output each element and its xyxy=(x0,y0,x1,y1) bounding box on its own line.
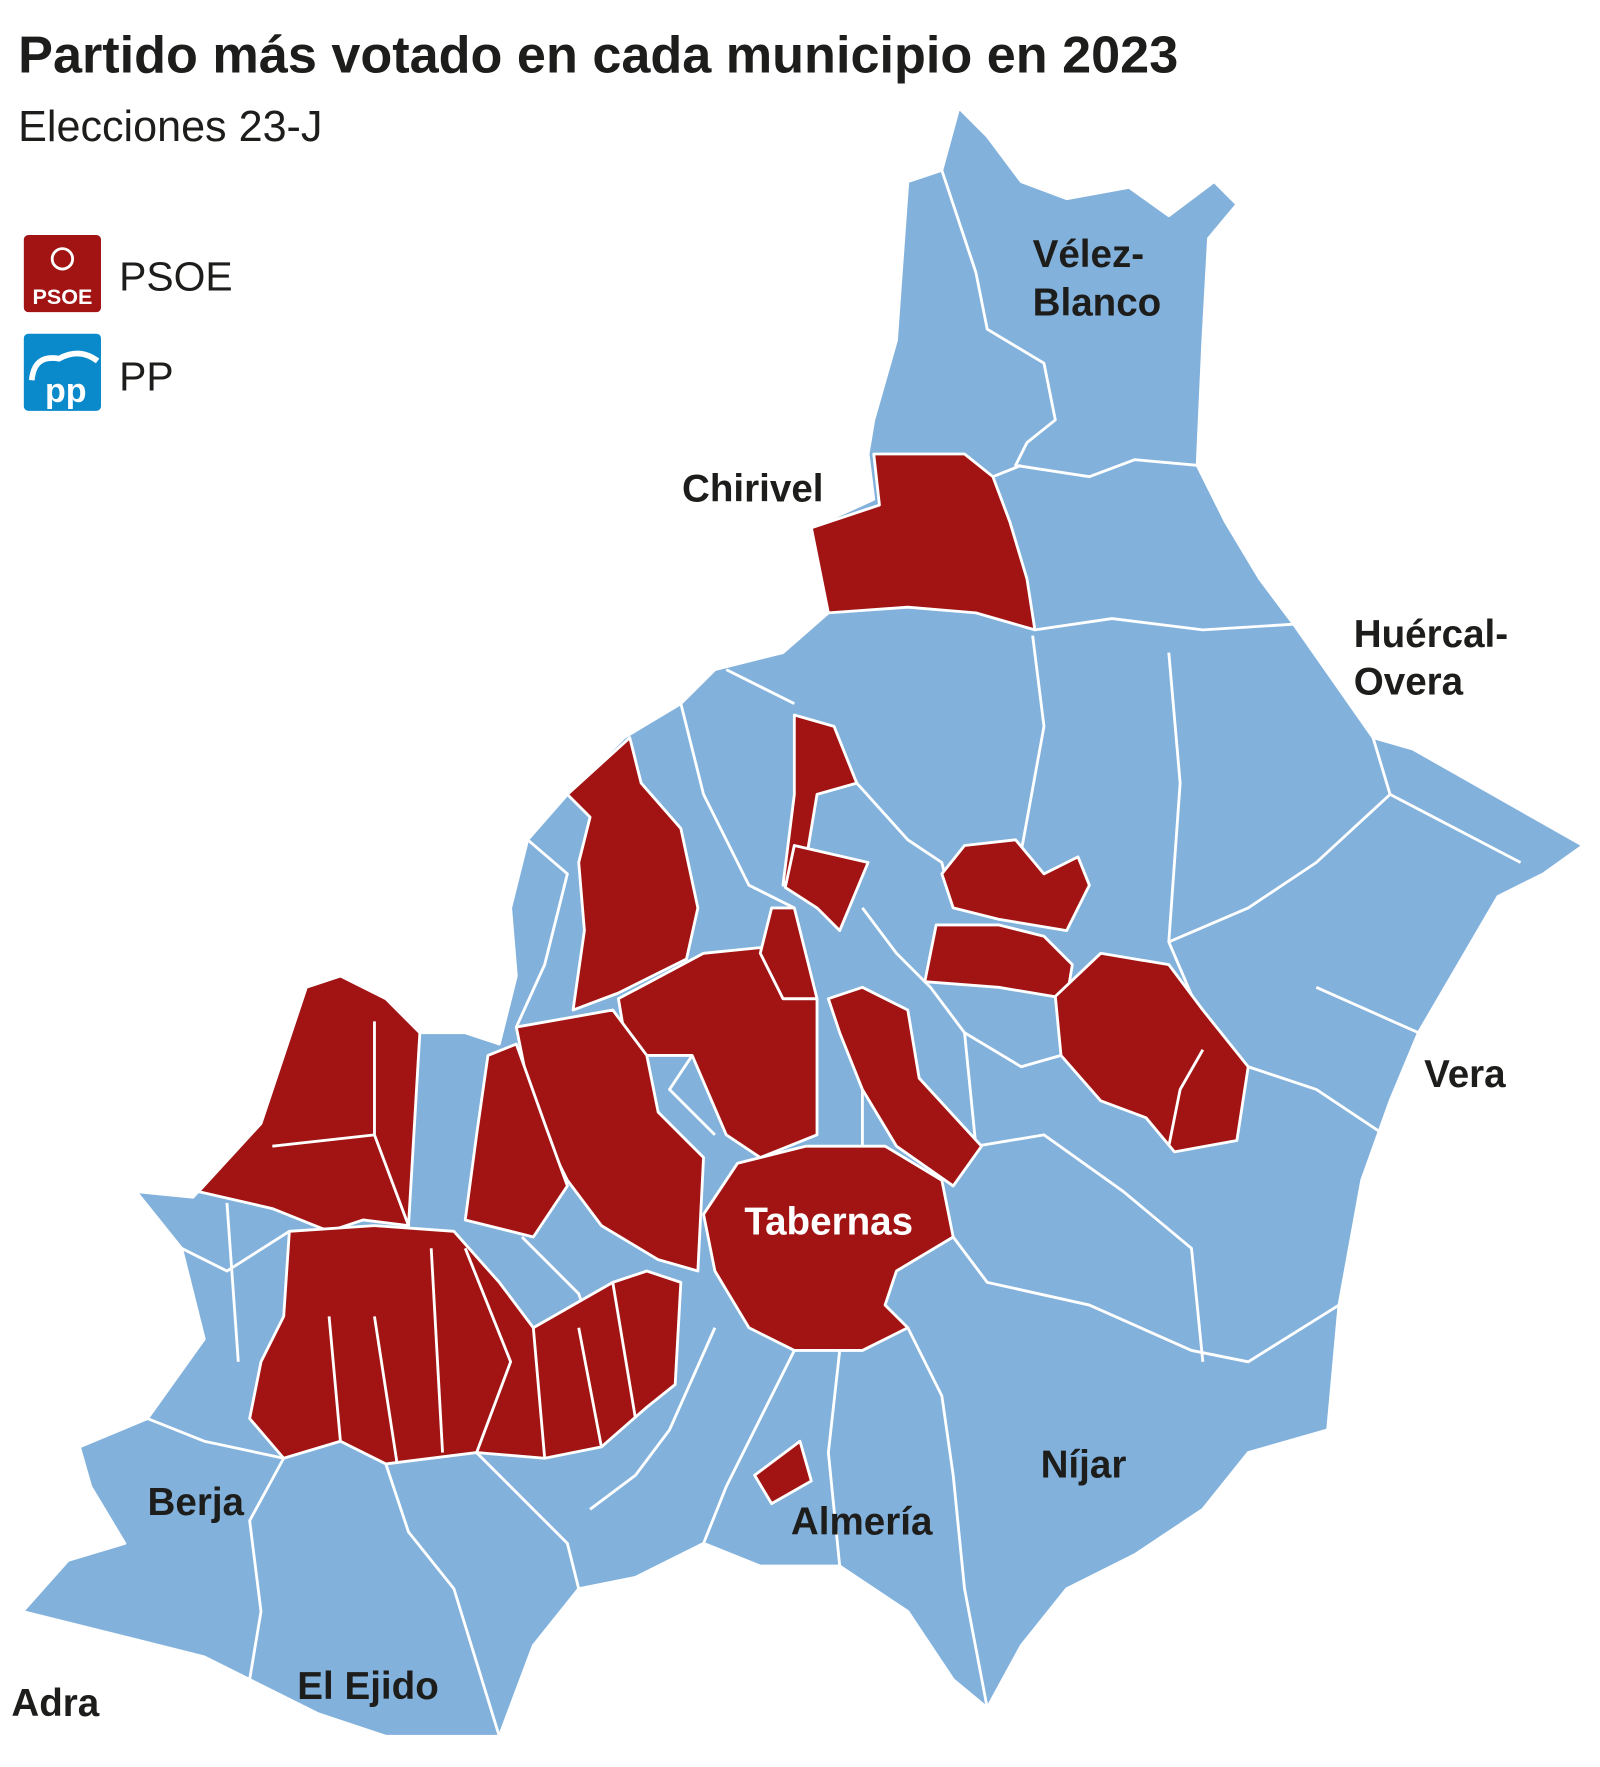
psoe-logo-icon xyxy=(23,234,101,313)
municipality-psoe xyxy=(940,838,1091,933)
municipality-psoe xyxy=(753,1439,813,1506)
label-huercal-overa: Huércal- xyxy=(1354,613,1508,656)
municipality-psoe xyxy=(826,985,983,1188)
municipality-psoe xyxy=(1053,951,1250,1154)
label-el-ejido: El Ejido xyxy=(297,1665,438,1708)
psoe-logo-text: PSOE xyxy=(32,284,92,309)
municipality-psoe xyxy=(248,1224,683,1466)
label-chirivel: Chirivel xyxy=(682,468,824,511)
legend-label-psoe: PSOE xyxy=(119,254,233,300)
label-huercal-overa: Overa xyxy=(1354,661,1464,704)
gull-icon xyxy=(28,350,100,381)
label-nijar: Níjar xyxy=(1041,1444,1127,1487)
municipality-tabernas xyxy=(702,1144,955,1352)
municipality-psoe xyxy=(783,844,870,933)
map-title: Partido más votado en cada municipio en … xyxy=(18,27,1178,85)
legend-label-pp: PP xyxy=(119,353,173,399)
map-subtitle: Elecciones 23-J xyxy=(18,103,322,151)
pp-logo-text: pp xyxy=(45,372,87,410)
rose-icon xyxy=(50,247,75,271)
municipality-chirivel xyxy=(809,452,1037,632)
municipality-psoe xyxy=(781,713,859,887)
municipality-psoe xyxy=(197,974,422,1233)
label-velez-blanco: Vélez- xyxy=(1033,233,1145,276)
legend-psoe: PSOE PSOE xyxy=(23,234,233,313)
municipality-psoe xyxy=(463,1042,569,1239)
label-adra: Adra xyxy=(11,1682,99,1725)
province-outline-pp xyxy=(21,106,1585,1738)
label-velez-blanco: Blanco xyxy=(1033,282,1162,325)
label-almeria: Almería xyxy=(791,1500,933,1543)
label-vera: Vera xyxy=(1424,1053,1506,1096)
label-berja: Berja xyxy=(148,1481,245,1524)
psoe-municipalities xyxy=(197,452,1250,1506)
label-tabernas: Tabernas xyxy=(744,1201,913,1244)
municipality-psoe xyxy=(758,906,819,1001)
legend-pp: pp PP xyxy=(23,333,174,411)
municipality-psoe xyxy=(565,736,700,1012)
